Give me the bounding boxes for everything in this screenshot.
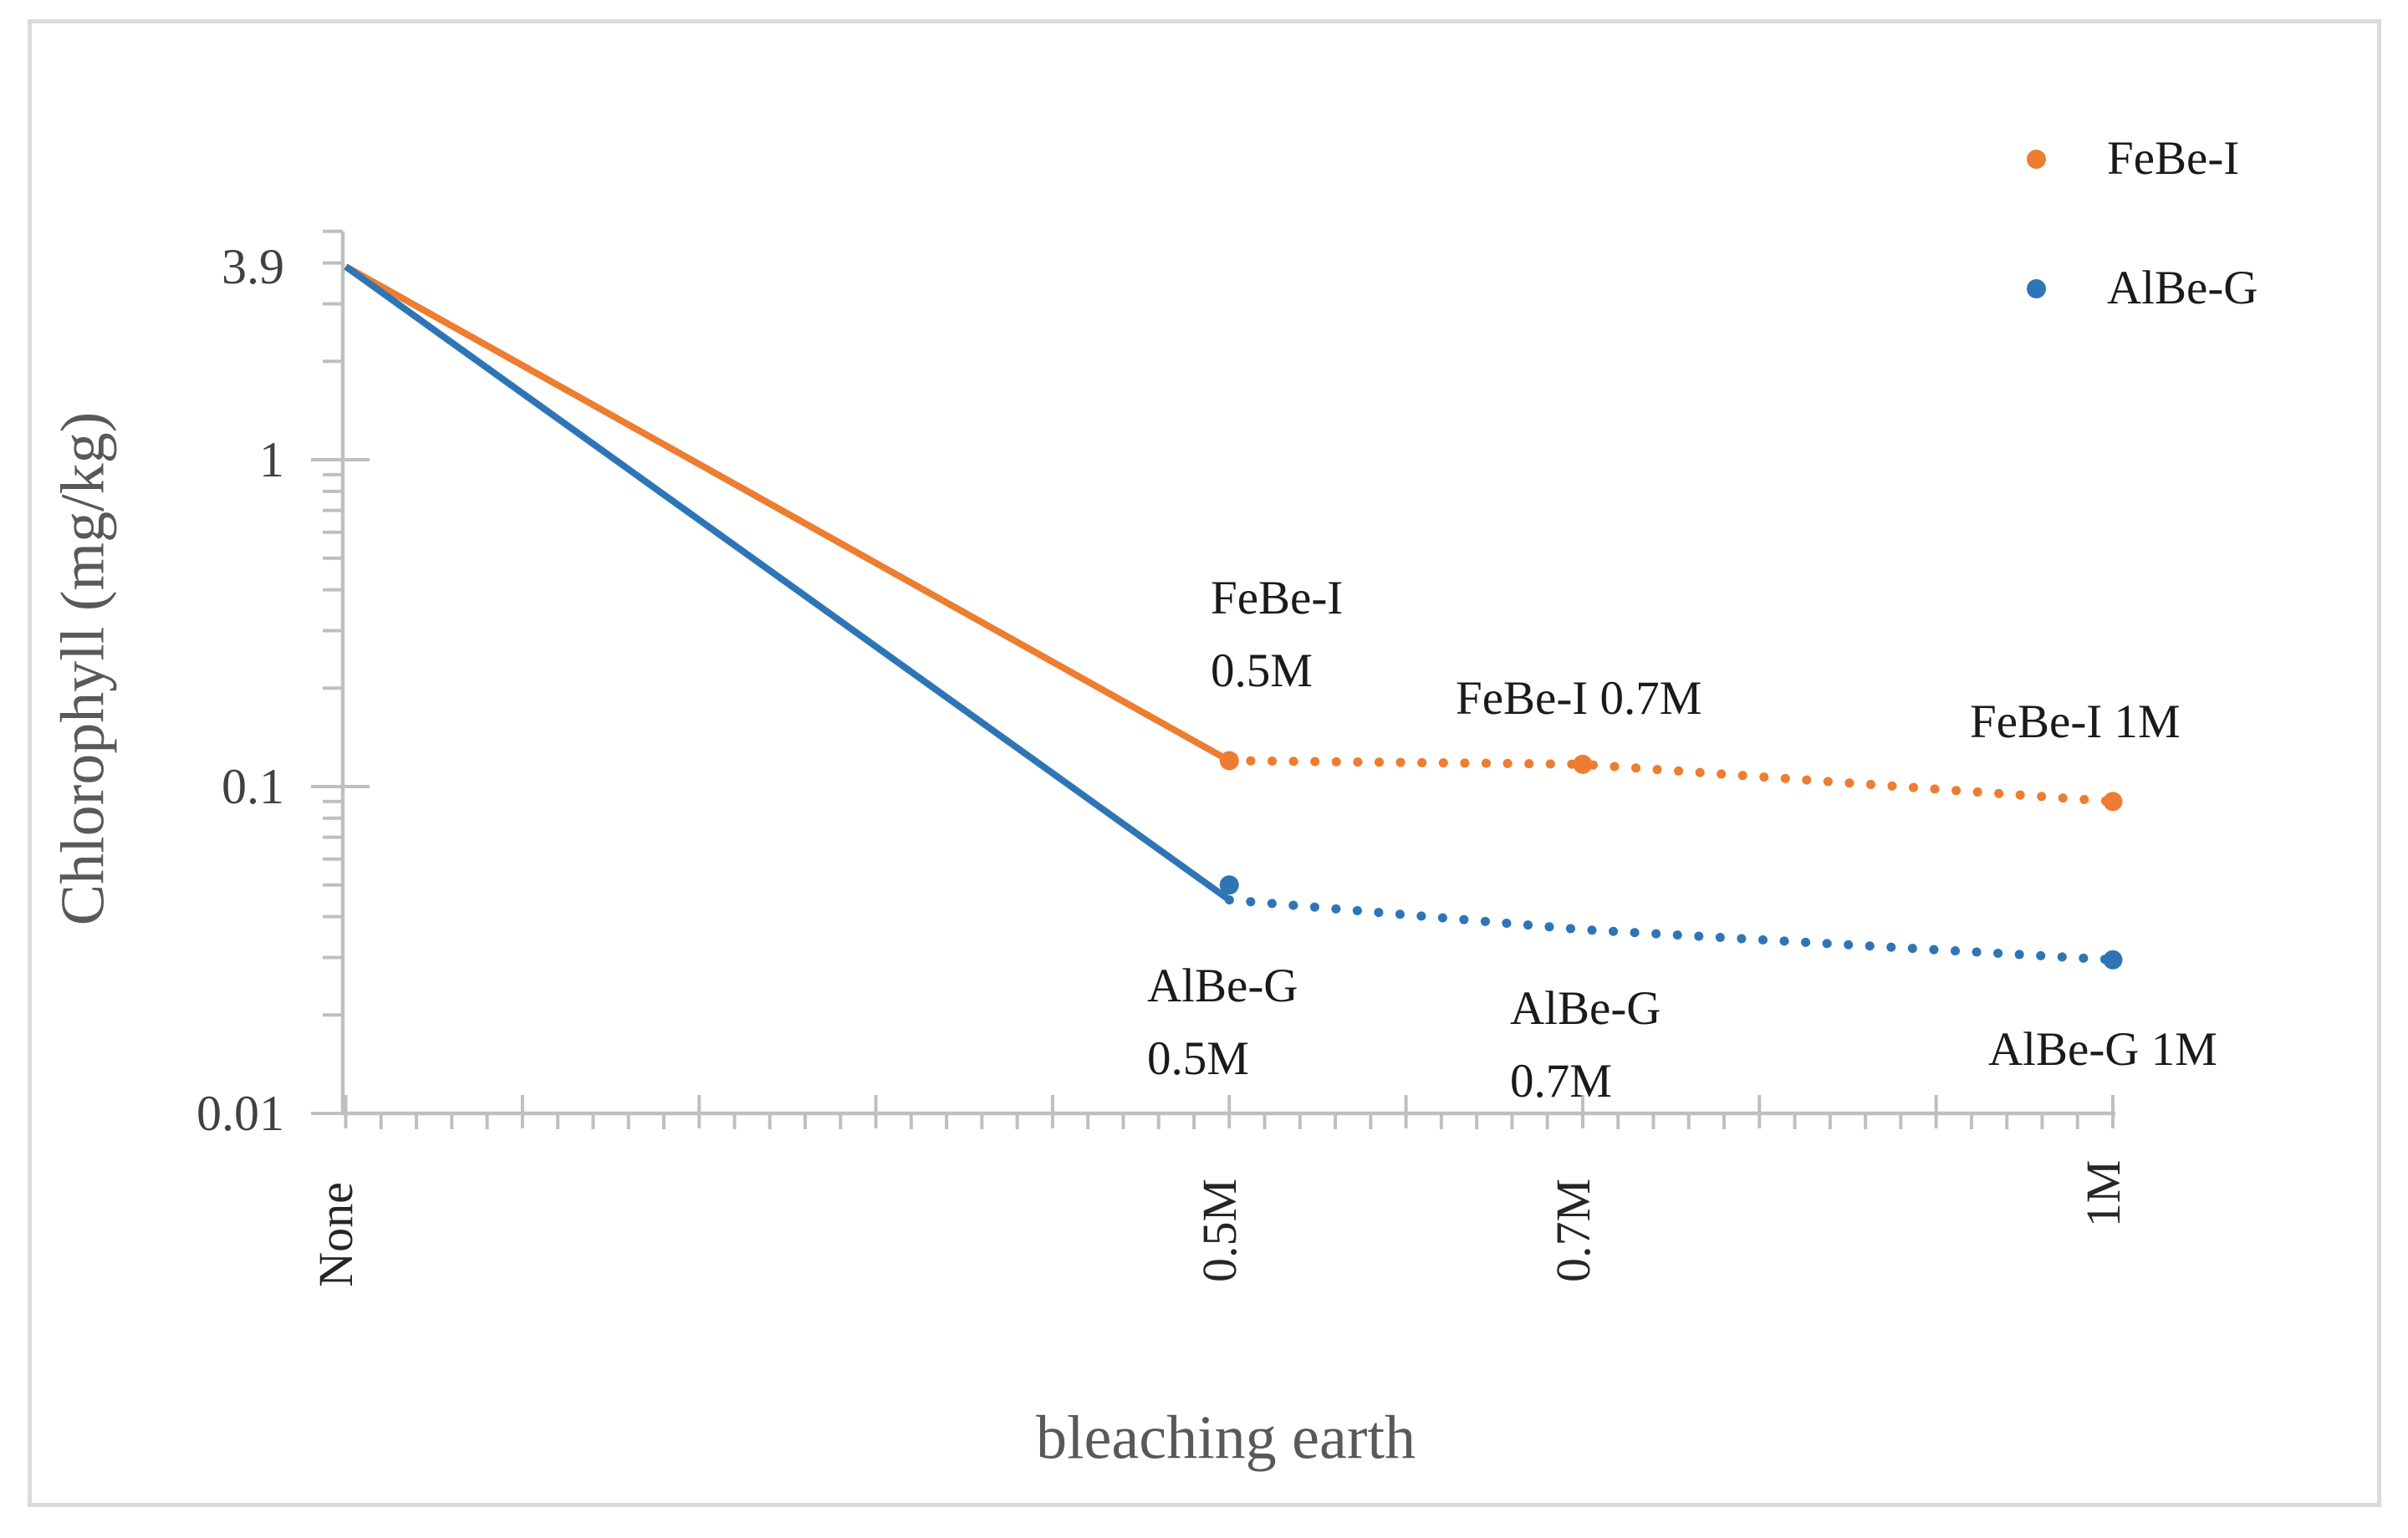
x-tick-1m: 1M <box>2076 1159 2130 1228</box>
x-tick-0_7m: 0.7M <box>1546 1178 1600 1283</box>
y-tick-3_9: 3.9 <box>222 239 284 294</box>
legend-swatch-albe-icon <box>2027 279 2046 298</box>
y-tick-0_1: 0.1 <box>222 759 284 814</box>
y-tick-1: 1 <box>259 432 284 487</box>
legend-label-febe: FeBe-I <box>2107 132 2240 185</box>
label-albe-1m: AlBe-G 1M <box>1988 1023 2217 1076</box>
label-febe-0_7m: FeBe-I 0.7M <box>1456 672 1702 725</box>
y-axis-title: Chlorophyll (mg/kg) <box>48 411 118 926</box>
x-axis-title: bleaching earth <box>1035 1403 1416 1473</box>
x-tick-0_5m: 0.5M <box>1192 1178 1247 1283</box>
label-febe-1m: FeBe-I 1M <box>1970 695 2181 748</box>
legend-swatch-febe-icon <box>2027 150 2046 169</box>
y-tick-0_01: 0.01 <box>196 1086 284 1141</box>
legend-label-albe: AlBe-G <box>2107 262 2258 314</box>
label-albe-0_7m: AlBe-G 0.7M <box>1510 982 1661 1108</box>
figure-border <box>28 19 2381 1507</box>
x-tick-none: None <box>309 1182 363 1287</box>
label-albe-0_5m: AlBe-G 0.5M <box>1147 960 1298 1086</box>
label-febe-0_5m: FeBe-I 0.5M <box>1211 572 1344 698</box>
